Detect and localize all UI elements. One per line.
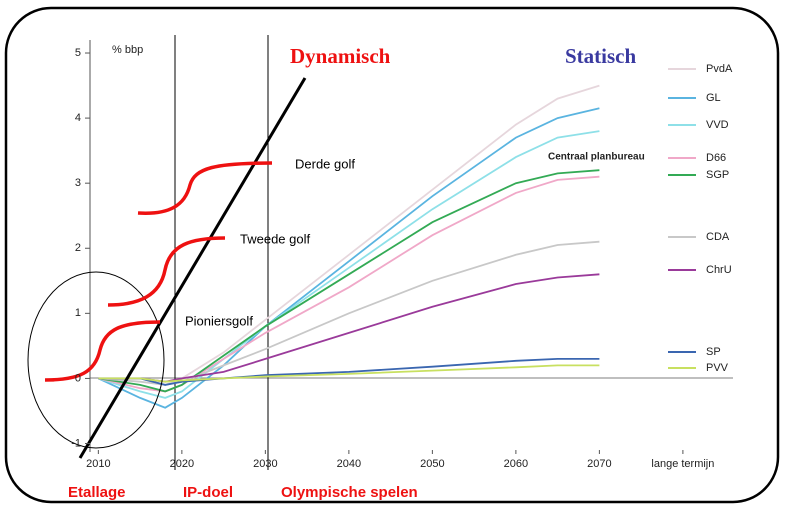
diagonal-line <box>78 77 307 459</box>
annotation: Dynamisch <box>290 44 391 68</box>
legend-label: SP <box>706 346 721 358</box>
x-tick-label: 2030 <box>253 458 277 470</box>
annotation: Centraal planbureau <box>548 152 645 163</box>
legend-label: GL <box>706 92 721 104</box>
wave-curve <box>107 236 226 307</box>
series-line <box>98 169 600 393</box>
y-label: % bbp <box>112 44 143 56</box>
y-tick-label: -1 <box>71 437 81 449</box>
annotation: Tweede golf <box>240 231 310 246</box>
annotation: Statisch <box>565 44 636 68</box>
annotation: Derde golf <box>295 156 355 171</box>
phase-label: Etallage <box>68 484 126 501</box>
y-tick-label: 0 <box>75 372 81 384</box>
series-line <box>98 358 600 386</box>
plot <box>98 84 600 409</box>
legend-label: CDA <box>706 231 730 243</box>
annotation: Pioniersgolf <box>185 313 253 328</box>
phase-label: Olympische spelen <box>281 484 418 501</box>
frame <box>4 6 780 504</box>
wave-curve <box>137 161 273 215</box>
series-line <box>98 364 600 383</box>
x-tick-label: 2050 <box>420 458 444 470</box>
legend-label: ChrU <box>706 264 732 276</box>
legend-label: SGP <box>706 169 729 181</box>
y-tick-label: 5 <box>75 47 81 59</box>
x-tick-label: 2060 <box>504 458 528 470</box>
x-tick-label: 2040 <box>337 458 361 470</box>
x-tick-label: 2020 <box>170 458 194 470</box>
series-line <box>98 273 600 383</box>
legend-label: VVD <box>706 119 729 131</box>
series-line <box>98 175 600 393</box>
series-line <box>98 240 600 386</box>
y-tick-label: 3 <box>75 177 81 189</box>
series-line <box>98 84 600 386</box>
legend-label: D66 <box>706 152 726 164</box>
x-tick-label: lange termijn <box>651 458 714 470</box>
wave-curve <box>44 320 161 382</box>
y-tick-label: 2 <box>75 242 81 254</box>
x-tick-label: 2070 <box>587 458 611 470</box>
x-tick-label: 2010 <box>86 458 110 470</box>
y-tick-label: 4 <box>75 112 81 124</box>
legend-label: PVV <box>706 362 729 374</box>
y-tick-label: 1 <box>75 307 81 319</box>
legend-label: PvdA <box>706 63 733 75</box>
circle <box>27 271 165 449</box>
phase-label: IP-doel <box>183 484 233 501</box>
